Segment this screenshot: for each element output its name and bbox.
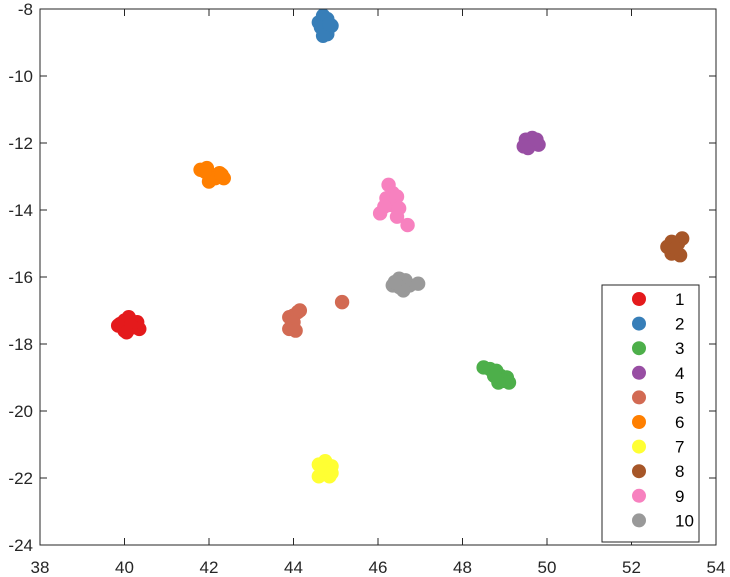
point-cluster-9-9: [400, 217, 415, 233]
legend-label-9: 9: [675, 487, 684, 506]
y-tick-label: -12: [8, 134, 33, 153]
point-cluster-4-7: [529, 132, 544, 147]
legend-label-2: 2: [675, 315, 684, 334]
y-tick-label: -24: [8, 536, 33, 555]
point-cluster-6-8: [197, 164, 212, 179]
legend-marker-3: [632, 341, 646, 356]
point-cluster-6-7: [214, 167, 229, 183]
legend-marker-10: [632, 513, 646, 528]
legend-marker-1: [632, 292, 646, 306]
x-tick-label: 50: [538, 558, 557, 577]
legend-label-3: 3: [675, 339, 684, 358]
point-cluster-3-6: [501, 375, 517, 390]
legend-marker-4: [632, 365, 646, 380]
point-cluster-1-9: [119, 325, 134, 340]
point-cluster-2-7: [315, 28, 331, 43]
y-tick-label: -14: [8, 201, 33, 220]
legend-marker-2: [632, 316, 646, 331]
legend-label-5: 5: [675, 388, 684, 407]
x-tick-label: 38: [31, 558, 50, 577]
y-tick-label: -18: [8, 335, 33, 354]
y-tick-label: -8: [18, 0, 33, 19]
legend-label-6: 6: [675, 413, 684, 432]
y-tick-label: -20: [8, 402, 33, 421]
point-cluster-5-7: [334, 294, 350, 310]
point-cluster-3-8: [486, 368, 502, 384]
y-tick-label: -10: [8, 67, 33, 86]
point-cluster-10-7: [387, 274, 403, 290]
point-cluster-7-7: [324, 465, 339, 481]
legend-marker-8: [632, 464, 646, 479]
x-tick-label: 42: [200, 558, 219, 577]
legend-box: [601, 284, 700, 543]
x-tick-label: 52: [622, 558, 641, 577]
point-cluster-2-8: [322, 16, 337, 32]
x-tick-label: 46: [369, 558, 388, 577]
legend-label-10: 10: [675, 511, 694, 530]
y-tick-label: -16: [8, 268, 33, 287]
legend-label-8: 8: [675, 462, 684, 481]
legend-marker-7: [632, 439, 646, 454]
y-tick-label: -22: [8, 469, 33, 488]
legend-marker-9: [632, 488, 646, 503]
axis-ticks: 38 40 42 44 46 48 50 52 54-8-10-12-14-16-18-20-2…: [8, 0, 725, 577]
x-tick-label: 40: [115, 558, 134, 577]
plot-points: [110, 8, 690, 484]
legend-marker-6: [632, 415, 646, 429]
point-cluster-9-8: [389, 209, 405, 224]
point-cluster-10-6: [410, 276, 426, 291]
legend-marker-5: [632, 390, 646, 405]
point-cluster-9-6: [372, 206, 388, 221]
point-cluster-8-7: [668, 241, 684, 256]
x-tick-label: 44: [284, 558, 303, 577]
legend-label-1: 1: [675, 290, 684, 309]
point-cluster-5-6: [288, 323, 303, 338]
x-tick-label: 48: [453, 558, 472, 577]
legend-label-7: 7: [675, 438, 684, 457]
legend-label-4: 4: [675, 364, 684, 383]
x-tick-label: 54: [707, 558, 726, 577]
point-cluster-5-3: [292, 303, 308, 318]
legend: 1 2 3 4 5 6 7 8 9 10: [601, 284, 700, 543]
